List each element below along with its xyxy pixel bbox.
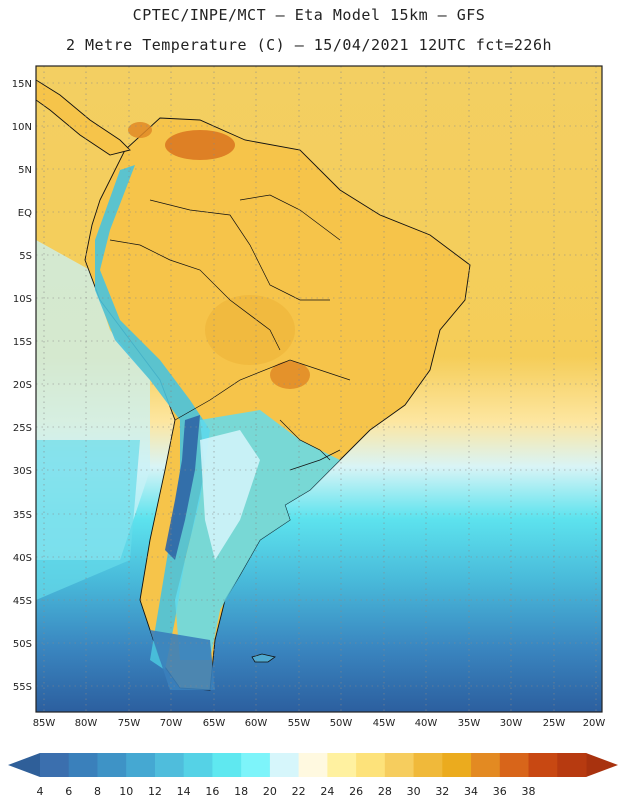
colorbar-label: 24	[320, 785, 334, 798]
colorbar: 4 6 8 10 12 14 16 18 20 22 24 26 28 30 32 34 36 38	[8, 753, 618, 798]
map-border	[35, 65, 603, 713]
colorbar-label: 36	[493, 785, 507, 798]
colorbar-swatch	[241, 753, 271, 777]
andes-cold-strip	[95, 165, 210, 670]
pacific-cold-band	[36, 440, 140, 600]
colorbar-label: 4	[37, 785, 44, 798]
venezuela-hot-spot	[165, 130, 235, 160]
lat-label: 10S	[13, 294, 32, 305]
map-title: CPTEC/INPE/MCT – Eta Model 15km – GFS	[132, 6, 486, 24]
colorbar-label: 38	[522, 785, 536, 798]
colorbar-swatch	[97, 753, 127, 777]
colorbar-label: 14	[177, 785, 191, 798]
lat-label: 5N	[18, 165, 32, 176]
lon-label: 40W	[415, 718, 438, 729]
lon-label: 25W	[543, 718, 566, 729]
lon-label: 50W	[330, 718, 353, 729]
lat-label: 25S	[13, 423, 32, 434]
pantanal-hot-spot	[270, 361, 310, 389]
colorbar-swatch	[471, 753, 501, 777]
colorbar-label: 30	[407, 785, 421, 798]
lon-label: 70W	[160, 718, 183, 729]
lat-label: 5S	[19, 251, 32, 262]
falkland-islands	[251, 653, 276, 663]
colorbar-swatch	[327, 753, 357, 777]
colorbar-label: 16	[205, 785, 219, 798]
lat-label: 15S	[13, 337, 32, 348]
lat-label: 45S	[13, 596, 32, 607]
lat-label: 35S	[13, 510, 32, 521]
colombia-hot-spot	[128, 122, 152, 138]
lon-label: 20W	[583, 718, 606, 729]
colorbar-swatch	[126, 753, 156, 777]
colorbar-label: 34	[464, 785, 478, 798]
lon-label: 55W	[288, 718, 311, 729]
colorbar-swatch	[356, 753, 386, 777]
lat-label: EQ	[18, 208, 32, 219]
colorbar-swatch	[212, 753, 242, 777]
colorbar-swatch	[298, 753, 328, 777]
colorbar-right-arrow	[586, 753, 618, 777]
latitude-labels: 15N 10N 5N EQ 5S 10S 15S 20S 25S 30S 35S…	[12, 79, 32, 693]
colorbar-swatch	[442, 753, 472, 777]
colorbar-label: 26	[349, 785, 363, 798]
lat-label: 15N	[12, 79, 32, 90]
lon-label: 75W	[118, 718, 141, 729]
lon-label: 30W	[500, 718, 523, 729]
colorbar-swatch	[183, 753, 213, 777]
colorbar-label: 28	[378, 785, 392, 798]
colorbar-label: 10	[119, 785, 133, 798]
colorbar-label: 22	[292, 785, 306, 798]
colorbar-label: 12	[148, 785, 162, 798]
pampas-mild-zone	[200, 430, 260, 560]
colorbar-label: 32	[435, 785, 449, 798]
colorbar-swatch	[269, 753, 300, 777]
lon-label: 45W	[373, 718, 396, 729]
graticule	[36, 66, 602, 712]
colorbar-swatch	[557, 753, 587, 777]
colorbar-swatch	[40, 753, 70, 777]
map-frame-content	[36, 66, 602, 712]
colorbar-swatch	[413, 753, 443, 777]
colorbar-label: 6	[65, 785, 72, 798]
lat-label: 40S	[13, 553, 32, 564]
colorbar-swatch	[68, 753, 98, 777]
lat-label: 20S	[13, 380, 32, 391]
andes-coldest-strip	[165, 415, 200, 560]
colorbar-label: 18	[234, 785, 248, 798]
colorbar-swatch	[154, 753, 185, 777]
lat-label: 55S	[13, 682, 32, 693]
lon-label: 80W	[75, 718, 98, 729]
interior-warm-zone	[205, 295, 295, 365]
lat-label: 10N	[12, 122, 32, 133]
colorbar-swatch	[384, 753, 415, 777]
lon-label: 35W	[458, 718, 481, 729]
patagonia-cold-zone	[150, 630, 215, 690]
lon-label: 60W	[245, 718, 268, 729]
map-subtitle: 2 Metre Temperature (C) – 15/04/2021 12U…	[65, 36, 553, 54]
colorbar-label: 20	[263, 785, 277, 798]
colorbar-left-arrow	[8, 753, 40, 777]
colorbar-label: 8	[94, 785, 101, 798]
lon-label: 65W	[203, 718, 226, 729]
colorbar-swatch	[528, 753, 558, 777]
country-borders	[109, 194, 351, 471]
lon-label: 85W	[33, 718, 56, 729]
lat-label: 50S	[13, 639, 32, 650]
central-america	[36, 79, 131, 156]
colorbar-swatch	[499, 753, 530, 777]
longitude-labels: 85W 80W 75W 70W 65W 60W 55W 50W 45W 40W …	[33, 718, 606, 729]
lat-label: 30S	[13, 466, 32, 477]
